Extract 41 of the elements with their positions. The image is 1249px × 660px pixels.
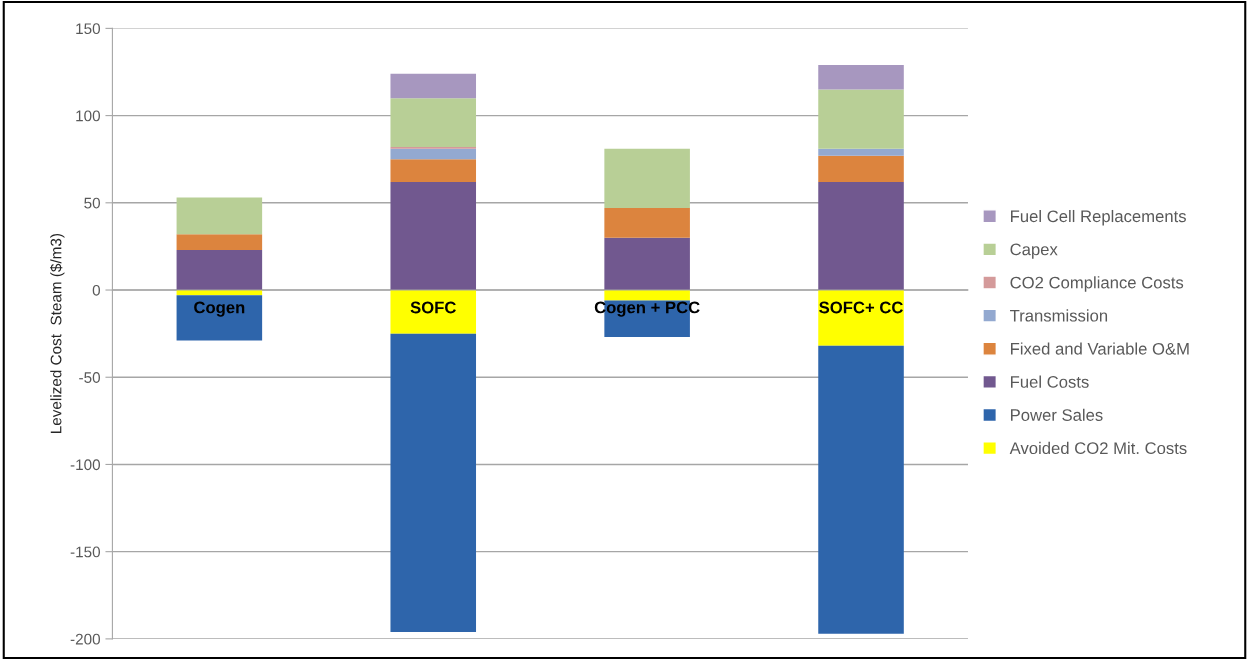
y-tick-label: 150: [76, 23, 101, 35]
y-tick-label: -100: [70, 459, 101, 471]
legend-label: Fixed and Variable O&M: [1011, 342, 1189, 355]
legend-label: Capex: [1010, 243, 1058, 259]
bar: [390, 148, 477, 160]
legend-label: CO2 Compliance Costs: [1010, 276, 1184, 292]
bar: [604, 208, 690, 238]
y-tick-label: 50: [84, 197, 101, 209]
bar: [818, 345, 904, 634]
x-tick-label: Cogen: [194, 301, 245, 317]
bar: [818, 148, 904, 156]
legend-label: Avoided CO2 Mit. Costs: [1009, 441, 1187, 455]
y-tick-label: -150: [70, 546, 101, 558]
y-tick-label: -200: [70, 633, 101, 645]
bar: [390, 181, 477, 291]
x-tick-label: SOFC: [410, 301, 456, 314]
legend-label: Fuel Cell Replacements: [1011, 209, 1186, 226]
bar: [818, 89, 904, 149]
bar: [390, 159, 477, 182]
bar: [604, 148, 690, 209]
bar: [818, 181, 904, 291]
bar: [390, 73, 477, 99]
bar: [818, 155, 904, 182]
bar: [604, 237, 690, 291]
bar: [176, 295, 263, 341]
legend-label: Power Sales: [1011, 408, 1103, 421]
bar: [176, 197, 263, 235]
y-tick-label: 100: [76, 110, 101, 122]
bar: [818, 65, 904, 90]
bar: [390, 290, 477, 334]
y-axis-title: Levelized Cost Steam ($/m3): [49, 233, 65, 433]
y-tick-label: -50: [79, 372, 101, 383]
x-tick-label: SOFC+ CC: [819, 301, 903, 314]
bar: [818, 290, 904, 346]
bar: [390, 333, 477, 632]
y-tick-label: 0: [92, 284, 101, 296]
legend-label: Fuel Costs: [1011, 375, 1089, 388]
legend-label: Transmission: [1010, 309, 1108, 322]
bar: [176, 234, 263, 250]
bar: [176, 249, 263, 291]
bar: [390, 98, 477, 147]
